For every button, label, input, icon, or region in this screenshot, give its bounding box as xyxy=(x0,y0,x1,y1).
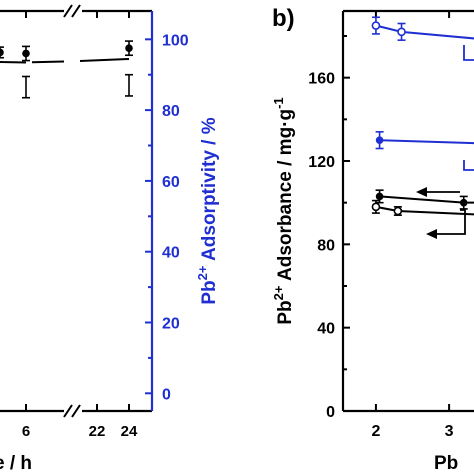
panel-a-right-ylabel: Pb2+ Adsorptivity / % xyxy=(195,117,220,304)
panel-a-ytick-label-100: 100 xyxy=(162,32,189,49)
panel-a: 6 22 24 e / h 0 20 40 60 80 100 Pb2+ Adsorpti… xyxy=(0,4,220,474)
panel-b-point xyxy=(371,21,381,30)
panel-b-point xyxy=(393,206,403,216)
panel-a-axis-break-top xyxy=(63,4,82,18)
panel-b-point xyxy=(459,198,468,207)
panel-a-ytick-label-80: 80 xyxy=(162,103,180,120)
panel-b-xtick-label-2: 2 xyxy=(371,423,380,440)
panel-a-axis-break-bottom xyxy=(63,404,82,418)
panel-b-bracket-filled-blue xyxy=(463,160,474,171)
panel-b-arrowhead-upper xyxy=(416,187,427,197)
panel-b-point xyxy=(397,27,406,37)
panel-a-xtick-label-24: 24 xyxy=(121,423,138,440)
panel-b-point xyxy=(375,136,384,144)
panel-b-ylabel: Pb2+ Adsorbance / mg·g-1 xyxy=(271,97,296,324)
panel-b-ytick-label-120: 120 xyxy=(308,154,335,171)
panel-b-bracket-open-blue xyxy=(463,45,474,61)
panel-b-xlabel: Pb xyxy=(434,453,458,474)
panel-a-ytick-label-60: 60 xyxy=(162,174,180,191)
panel-b-ytick-label-0: 0 xyxy=(326,404,335,421)
panel-b-series-line-3 xyxy=(375,205,474,216)
panel-b-yticks: 0 40 80 120 160 xyxy=(308,35,350,421)
panel-a-point xyxy=(0,48,4,57)
panel-b-data xyxy=(371,16,474,216)
panel-b-series-line-2 xyxy=(379,195,474,204)
panel-a-line-seg-2 xyxy=(31,60,65,64)
panel-b-ytick-label-80: 80 xyxy=(317,237,335,254)
panel-b-series-line-1 xyxy=(379,139,474,145)
panel-b-ytick-label-160: 160 xyxy=(308,71,335,88)
panel-a-ytick-label-40: 40 xyxy=(162,245,180,262)
panel-a-xtick-label-6: 6 xyxy=(22,423,30,440)
panel-b-label: b) xyxy=(272,5,295,32)
panel-a-point xyxy=(125,44,133,52)
panel-b-ytick-label-40: 40 xyxy=(317,321,335,338)
panel-b-point xyxy=(375,192,384,201)
panel-a-point xyxy=(22,49,30,58)
panel-a-ytick-label-0: 0 xyxy=(162,386,171,403)
panel-b-bracket-arrow-lower xyxy=(434,209,466,235)
panel-a-line-seg-3 xyxy=(79,58,130,62)
panel-a-data xyxy=(0,40,133,99)
panel-b-xtick-label-3: 3 xyxy=(445,423,454,440)
panel-b-series-line-0 xyxy=(375,24,474,40)
panel-b-point xyxy=(371,202,381,212)
panel-a-line-seg-1 xyxy=(0,61,27,64)
panel-a-xlabel: e / h xyxy=(0,453,32,474)
panel-b-annotations xyxy=(416,45,474,239)
panel-b-arrowhead-lower xyxy=(426,229,437,239)
panel-a-ytick-label-20: 20 xyxy=(162,316,180,333)
panel-a-xtick-label-22: 22 xyxy=(89,423,106,440)
panel-a-right-yticks: 0 20 40 60 80 100 xyxy=(145,32,189,403)
